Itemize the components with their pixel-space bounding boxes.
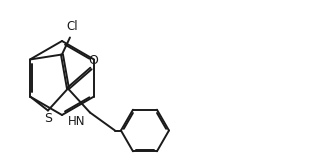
Text: S: S	[44, 112, 52, 124]
Text: O: O	[88, 53, 98, 67]
Text: HN: HN	[68, 115, 85, 128]
Text: Cl: Cl	[66, 20, 78, 33]
